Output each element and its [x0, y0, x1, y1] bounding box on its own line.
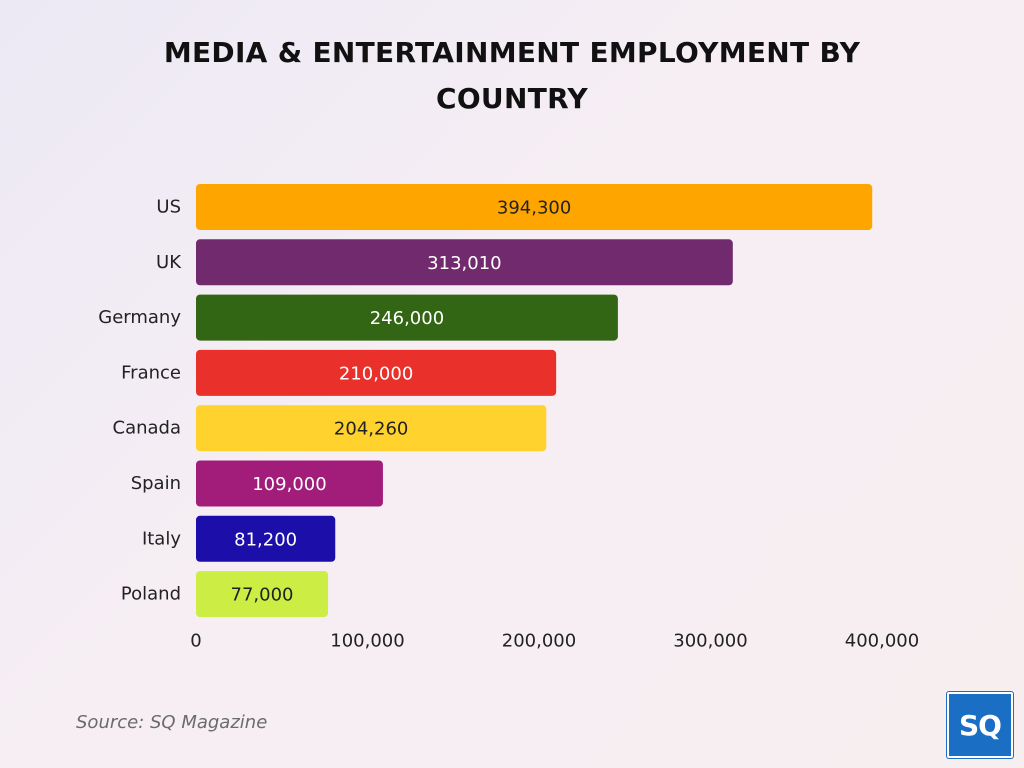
bar-poland — [196, 571, 329, 618]
logo-text: SQ — [959, 708, 1002, 742]
sq-logo: SQ — [947, 692, 1013, 758]
x-tick-label-4: 400,000 — [845, 631, 919, 652]
value-label-spain: 109,000 — [252, 474, 326, 495]
value-label-poland: 77,000 — [231, 585, 294, 606]
value-label-germany: 246,000 — [370, 308, 444, 329]
x-tick-label-1: 100,000 — [330, 631, 404, 652]
bar-canada — [196, 405, 547, 452]
value-label-italy: 81,200 — [234, 529, 297, 550]
category-label-italy: Italy — [142, 528, 181, 549]
x-tick-label-2: 200,000 — [502, 631, 576, 652]
bar-italy — [196, 515, 336, 562]
bar-spain — [196, 460, 383, 507]
bar-uk — [196, 239, 733, 286]
bars-layer: US 394,300 UK 313,010 Germany 246,000 France 21… — [98, 184, 873, 618]
category-label-poland: Poland — [121, 584, 181, 605]
bar-germany — [196, 294, 618, 341]
value-label-us: 394,300 — [497, 198, 571, 219]
chart-title: MEDIA & ENTERTAINMENT EMPLOYMENT BY COUN… — [163, 36, 861, 115]
value-label-canada: 204,260 — [334, 419, 408, 440]
x-tick-label-3: 300,000 — [673, 631, 747, 652]
category-label-us: US — [156, 197, 181, 218]
x-axis: 0 100,000 200,000 300,000 400,000 — [190, 631, 919, 652]
value-label-uk: 313,010 — [427, 253, 501, 274]
category-label-canada: Canada — [113, 418, 182, 439]
category-label-france: France — [121, 362, 181, 383]
value-label-france: 210,000 — [339, 363, 413, 384]
x-tick-label-0: 0 — [190, 631, 201, 652]
category-label-spain: Spain — [131, 473, 181, 494]
bar-france — [196, 349, 557, 396]
category-label-germany: Germany — [98, 307, 181, 328]
source-note: Source: SQ Magazine — [76, 712, 268, 733]
bar-us — [196, 184, 873, 230]
category-label-uk: UK — [156, 252, 182, 273]
